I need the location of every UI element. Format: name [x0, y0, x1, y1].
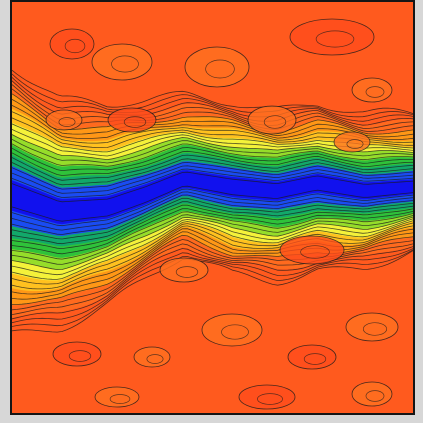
contour-line: [12, 171, 413, 203]
contour-blob: [333, 131, 371, 153]
contour-line: [12, 218, 413, 276]
contour-line: [12, 69, 413, 114]
contour-blob-inner: [68, 350, 92, 362]
contour-line: [12, 154, 413, 181]
contour-line: [12, 197, 413, 240]
contour-blob-inner: [315, 30, 355, 48]
contour-line: [12, 73, 413, 118]
contour-line: [12, 105, 413, 141]
plot-area: [10, 0, 415, 415]
contour-blob-inner: [300, 245, 330, 259]
contour-blob: [107, 107, 157, 133]
contour-blob: [94, 386, 140, 408]
contour-line: [12, 204, 413, 250]
contour-blob-inner: [175, 266, 199, 278]
contour-blob-inner: [303, 353, 327, 365]
contour-blob-inner: [257, 393, 283, 405]
contour-line: [12, 201, 413, 245]
contour-line: [12, 211, 413, 260]
contour-line: [12, 138, 413, 164]
contour-line: [12, 243, 413, 315]
contour-blob-inner: [365, 390, 385, 402]
contour-blob-inner: [362, 322, 388, 336]
contour-blob: [159, 257, 209, 283]
contour-line: [12, 161, 413, 190]
contour-blob-inner: [263, 115, 287, 129]
contour-line: [12, 239, 413, 311]
contour-plot: [12, 18, 413, 410]
contour-blob: [133, 346, 171, 368]
contour-lines: [12, 69, 413, 333]
contour-line: [12, 147, 413, 172]
contour-blob: [351, 381, 393, 407]
contour-blob: [247, 105, 297, 135]
contour-line: [12, 99, 413, 138]
contour-line: [12, 214, 413, 265]
contour-line: [12, 77, 413, 122]
contour-blob: [184, 46, 250, 88]
contour-line: [12, 165, 413, 194]
contour-blob-inner: [146, 354, 164, 364]
contour-line: [12, 248, 413, 324]
contour-blob-inner: [205, 59, 235, 79]
contour-line: [12, 158, 413, 186]
contour-blob: [289, 18, 375, 56]
contour-line: [12, 185, 413, 222]
contour-blob: [279, 235, 345, 265]
contour-blob-inner: [64, 38, 86, 54]
contour-line: [12, 188, 413, 227]
contour-line: [12, 234, 413, 305]
contour-line: [12, 246, 413, 320]
contour-line: [12, 143, 413, 167]
contour-blob: [49, 28, 95, 60]
contour-blob-inner: [109, 394, 131, 404]
contour-line: [12, 250, 413, 333]
contour-blob-inner: [365, 86, 385, 98]
contour-line: [12, 228, 413, 295]
contour-blob-inner: [346, 139, 364, 149]
contour-band-8: [12, 170, 413, 225]
contour-blob-inner: [221, 324, 249, 340]
contour-line: [12, 150, 413, 176]
contour-blob-inner: [123, 116, 147, 128]
contour-blob: [91, 43, 153, 81]
contour-line: [12, 194, 413, 235]
contour-blob: [52, 341, 102, 367]
contour-blob-inner: [111, 55, 139, 73]
contour-line: [12, 80, 413, 126]
contour-line: [12, 249, 413, 327]
contour-line: [12, 222, 413, 285]
contour-blob: [287, 344, 337, 370]
contour-line: [12, 231, 413, 300]
contour-blob: [345, 312, 399, 342]
contour-line: [12, 191, 413, 231]
contour-blob: [238, 384, 296, 410]
contour-line: [12, 168, 413, 198]
contour-line: [12, 220, 413, 280]
contour-line: [12, 216, 413, 271]
blob-details: [45, 18, 399, 410]
contour-blob: [45, 109, 83, 131]
contour-blob-inner: [58, 117, 76, 127]
contour-line: [12, 208, 413, 255]
contour-line: [12, 225, 413, 290]
contour-blob: [201, 313, 263, 347]
contour-line: [12, 93, 413, 135]
contour-blob: [351, 77, 393, 103]
